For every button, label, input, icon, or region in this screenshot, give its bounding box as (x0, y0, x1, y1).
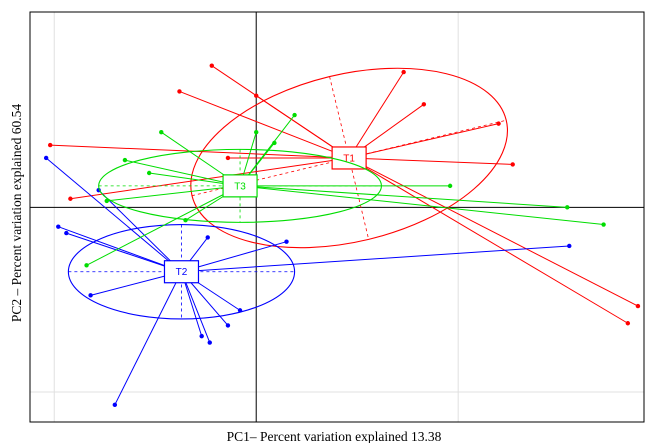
data-point-t2 (284, 239, 289, 244)
data-point-t2 (205, 235, 210, 240)
data-point-t2 (237, 308, 243, 313)
spoke-t2 (98, 189, 182, 273)
plot-frame (29, 11, 645, 423)
data-point-t3 (272, 140, 277, 146)
data-point-t3 (447, 183, 453, 189)
data-point-t2 (43, 155, 49, 161)
spoke-t3 (239, 185, 604, 226)
plot-area: T1 T2 T3 (29, 11, 645, 423)
data-point-t3 (146, 170, 152, 176)
spoke-t2 (114, 271, 182, 406)
spoke-t1 (349, 123, 499, 159)
group-label-box-t2 (163, 260, 200, 284)
data-point-t3 (122, 157, 128, 163)
y-axis-title: PC2 – Percent variation explained 60.54 (9, 104, 24, 322)
spoke-t2 (181, 245, 570, 273)
data-point-t1 (401, 69, 406, 75)
data-point-t1 (625, 321, 631, 326)
data-point-t1 (209, 63, 214, 68)
data-point-t3 (565, 205, 570, 210)
data-point-t1 (47, 142, 53, 148)
data-point-t1 (177, 89, 182, 94)
spoke-t1 (348, 71, 405, 159)
data-point-t3 (292, 112, 297, 118)
data-point-t1 (68, 196, 73, 201)
data-point-t2 (207, 340, 212, 345)
data-point-t1 (225, 155, 231, 161)
data-point-t3 (159, 130, 164, 135)
data-point-t2 (225, 323, 231, 328)
spoke-t3 (106, 185, 241, 202)
data-point-t2 (567, 243, 572, 249)
spoke-t1 (70, 157, 350, 200)
data-point-t1 (510, 162, 515, 167)
spoke-t1 (348, 157, 629, 324)
data-point-t3 (183, 218, 188, 223)
data-point-t1 (635, 303, 641, 309)
group-label-t1: T1 (343, 153, 355, 164)
spoke-t3 (124, 159, 241, 187)
spoke-t3 (86, 185, 241, 266)
ellipse-minor-axis-t1 (329, 76, 370, 240)
spoke-t1 (50, 144, 350, 159)
data-point-t2 (56, 224, 61, 229)
spoke-t1 (349, 157, 513, 165)
group-label-t3: T3 (234, 181, 246, 192)
data-point-t2 (88, 293, 93, 298)
spoke-t2 (58, 226, 182, 273)
spoke-t1 (348, 157, 639, 307)
data-point-t1 (421, 102, 427, 107)
group-label-box-t3 (222, 174, 258, 198)
data-point-t1 (496, 121, 501, 126)
x-axis-title: PC1– Percent variation explained 13.38 (227, 429, 442, 443)
data-point-t2 (199, 333, 204, 339)
data-point-t2 (64, 230, 69, 236)
data-point-t1 (254, 93, 259, 98)
spoke-t3 (240, 185, 568, 208)
spoke-t2 (181, 271, 211, 343)
spoke-t2 (66, 232, 182, 273)
group-label-t2: T2 (176, 267, 188, 278)
data-point-t3 (84, 263, 89, 268)
spoke-t2 (45, 157, 182, 273)
data-point-t3 (601, 222, 606, 227)
data-point-t3 (104, 198, 109, 204)
data-point-t3 (254, 130, 259, 135)
spoke-t1 (179, 90, 350, 159)
data-point-t2 (112, 402, 118, 408)
